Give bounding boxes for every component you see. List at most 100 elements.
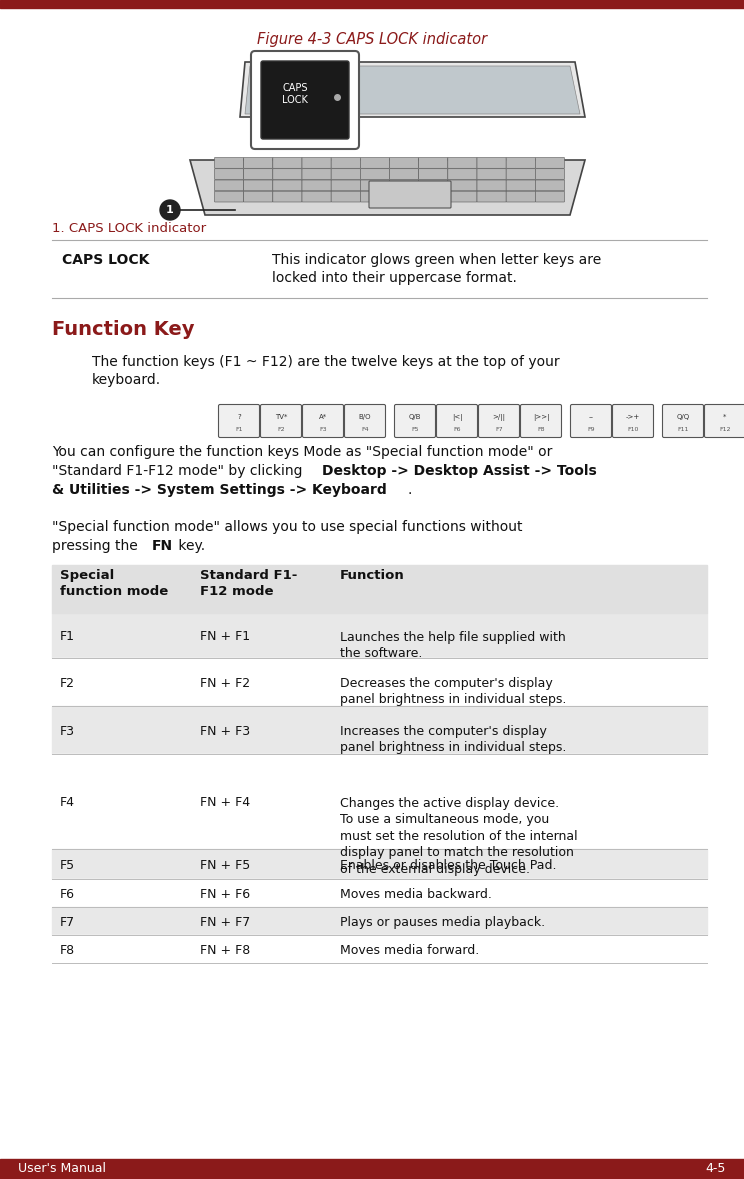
Text: TV*: TV* [275, 414, 287, 420]
Text: "Special function mode" allows you to use special functions without: "Special function mode" allows you to us… [52, 520, 522, 534]
FancyBboxPatch shape [477, 180, 506, 191]
FancyBboxPatch shape [331, 191, 360, 202]
FancyBboxPatch shape [477, 191, 506, 202]
Text: F3: F3 [319, 427, 327, 432]
FancyBboxPatch shape [302, 191, 331, 202]
Text: F7: F7 [60, 916, 75, 929]
Bar [52, 565, 707, 613]
Text: Moves media forward.: Moves media forward. [340, 944, 479, 957]
Text: Decreases the computer's display
panel brightness in individual steps.: Decreases the computer's display panel b… [340, 677, 566, 706]
FancyBboxPatch shape [251, 51, 359, 149]
FancyBboxPatch shape [419, 191, 448, 202]
Text: FN + F6: FN + F6 [200, 888, 250, 901]
FancyBboxPatch shape [536, 158, 565, 169]
FancyBboxPatch shape [369, 182, 451, 208]
Polygon shape [240, 62, 585, 117]
Text: "Standard F1-F12 mode" by clicking: "Standard F1-F12 mode" by clicking [52, 465, 307, 477]
FancyBboxPatch shape [506, 158, 536, 169]
Bar [52, 613, 707, 658]
FancyBboxPatch shape [448, 191, 477, 202]
Bar [0, 1159, 744, 1179]
FancyBboxPatch shape [571, 404, 612, 437]
FancyBboxPatch shape [536, 191, 565, 202]
Text: Plays or pauses media playback.: Plays or pauses media playback. [340, 916, 545, 929]
FancyBboxPatch shape [360, 191, 390, 202]
FancyBboxPatch shape [536, 180, 565, 191]
FancyBboxPatch shape [390, 191, 419, 202]
Text: F6: F6 [453, 427, 461, 432]
Text: FN + F2: FN + F2 [200, 677, 250, 690]
FancyBboxPatch shape [448, 158, 477, 169]
Text: F4: F4 [60, 797, 75, 810]
FancyBboxPatch shape [394, 404, 435, 437]
Text: F10: F10 [627, 427, 638, 432]
Text: keyboard.: keyboard. [92, 373, 161, 387]
FancyBboxPatch shape [244, 180, 273, 191]
Text: A*: A* [319, 414, 327, 420]
FancyBboxPatch shape [390, 169, 419, 179]
Text: FN + F5: FN + F5 [200, 859, 250, 872]
Text: Function: Function [340, 569, 405, 582]
FancyBboxPatch shape [419, 180, 448, 191]
Bar [52, 907, 707, 935]
Text: F3: F3 [60, 725, 75, 738]
FancyBboxPatch shape [521, 404, 562, 437]
Text: F1: F1 [60, 631, 75, 644]
Bar [52, 935, 707, 963]
Text: Special
function mode: Special function mode [60, 569, 168, 598]
FancyBboxPatch shape [419, 158, 448, 169]
Text: Launches the help file supplied with
the software.: Launches the help file supplied with the… [340, 631, 566, 660]
Text: ->+: ->+ [626, 414, 640, 420]
Text: Changes the active display device.
To use a simultaneous mode, you
must set the : Changes the active display device. To us… [340, 797, 577, 876]
FancyBboxPatch shape [536, 169, 565, 179]
Text: Q/Q: Q/Q [676, 414, 690, 420]
FancyBboxPatch shape [214, 158, 244, 169]
Bar [52, 706, 707, 755]
Text: --: -- [589, 414, 594, 420]
FancyBboxPatch shape [360, 158, 390, 169]
FancyBboxPatch shape [360, 169, 390, 179]
FancyBboxPatch shape [390, 158, 419, 169]
Text: F1: F1 [235, 427, 243, 432]
FancyBboxPatch shape [437, 404, 478, 437]
Text: & Utilities -> System Settings -> Keyboard: & Utilities -> System Settings -> Keyboa… [52, 483, 387, 498]
FancyBboxPatch shape [273, 158, 302, 169]
Text: F5: F5 [411, 427, 419, 432]
Text: F2: F2 [278, 427, 285, 432]
FancyBboxPatch shape [477, 169, 506, 179]
FancyBboxPatch shape [273, 180, 302, 191]
FancyBboxPatch shape [273, 169, 302, 179]
FancyBboxPatch shape [214, 180, 244, 191]
Text: FN: FN [152, 539, 173, 553]
FancyBboxPatch shape [303, 404, 344, 437]
FancyBboxPatch shape [302, 158, 331, 169]
FancyBboxPatch shape [705, 404, 744, 437]
Text: F8: F8 [537, 427, 545, 432]
Text: B/O: B/O [359, 414, 371, 420]
Text: |>>|: |>>| [533, 414, 549, 421]
Text: F9: F9 [587, 427, 594, 432]
Text: Function Key: Function Key [52, 320, 195, 340]
Text: Standard F1-
F12 mode: Standard F1- F12 mode [200, 569, 298, 598]
Bar [52, 658, 707, 706]
FancyBboxPatch shape [448, 169, 477, 179]
FancyBboxPatch shape [448, 180, 477, 191]
Text: Desktop -> Desktop Assist -> Tools: Desktop -> Desktop Assist -> Tools [322, 465, 597, 477]
Bar [0, 0, 744, 8]
FancyBboxPatch shape [214, 191, 244, 202]
FancyBboxPatch shape [331, 158, 360, 169]
FancyBboxPatch shape [662, 404, 704, 437]
Text: This indicator glows green when letter keys are: This indicator glows green when letter k… [272, 253, 601, 266]
Circle shape [160, 200, 180, 220]
Text: Moves media backward.: Moves media backward. [340, 888, 492, 901]
Text: F12: F12 [719, 427, 731, 432]
Text: FN + F7: FN + F7 [200, 916, 250, 929]
FancyBboxPatch shape [260, 404, 301, 437]
Text: F4: F4 [361, 427, 369, 432]
FancyBboxPatch shape [419, 169, 448, 179]
FancyBboxPatch shape [331, 180, 360, 191]
Text: 1: 1 [166, 205, 174, 215]
FancyBboxPatch shape [360, 180, 390, 191]
Text: F5: F5 [60, 859, 75, 872]
Text: FN + F1: FN + F1 [200, 631, 250, 644]
